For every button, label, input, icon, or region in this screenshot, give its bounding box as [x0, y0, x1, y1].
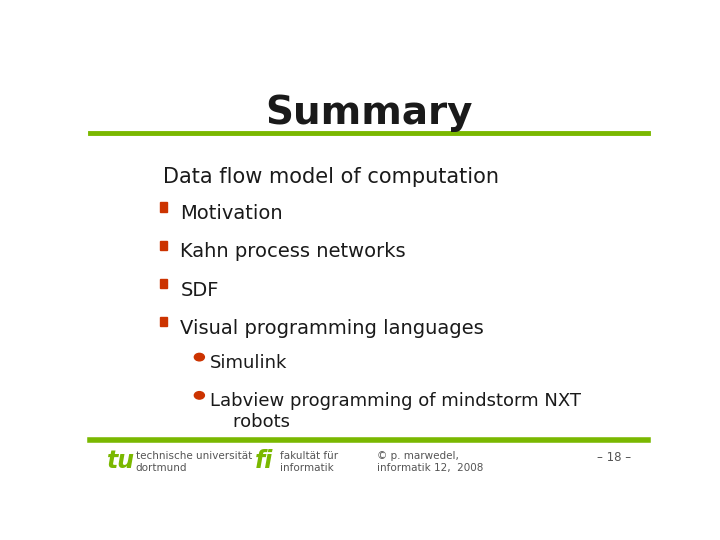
Text: fakultät für: fakultät für — [280, 451, 338, 461]
Bar — [160, 279, 167, 288]
Bar — [160, 317, 167, 326]
Text: Simulink: Simulink — [210, 354, 287, 372]
Text: Visual programming languages: Visual programming languages — [181, 319, 484, 338]
Text: – 18 –: – 18 – — [597, 451, 631, 464]
Text: Labview programming of mindstorm NXT
    robots: Labview programming of mindstorm NXT rob… — [210, 392, 581, 431]
Text: technische universität: technische universität — [136, 451, 252, 461]
Text: informatik 12,  2008: informatik 12, 2008 — [377, 463, 484, 473]
Circle shape — [194, 353, 204, 361]
Text: Kahn process networks: Kahn process networks — [181, 242, 406, 261]
Text: Motivation: Motivation — [181, 204, 283, 223]
Bar — [160, 202, 167, 212]
Text: Summary: Summary — [265, 94, 473, 132]
Text: © p. marwedel,: © p. marwedel, — [377, 451, 459, 461]
Text: tu: tu — [107, 449, 135, 472]
Text: fi: fi — [255, 449, 273, 472]
Text: Data flow model of computation: Data flow model of computation — [163, 167, 498, 187]
Text: informatik: informatik — [280, 463, 333, 473]
Bar — [160, 241, 167, 250]
Circle shape — [194, 392, 204, 399]
Text: SDF: SDF — [181, 281, 219, 300]
Text: dortmund: dortmund — [136, 463, 187, 473]
